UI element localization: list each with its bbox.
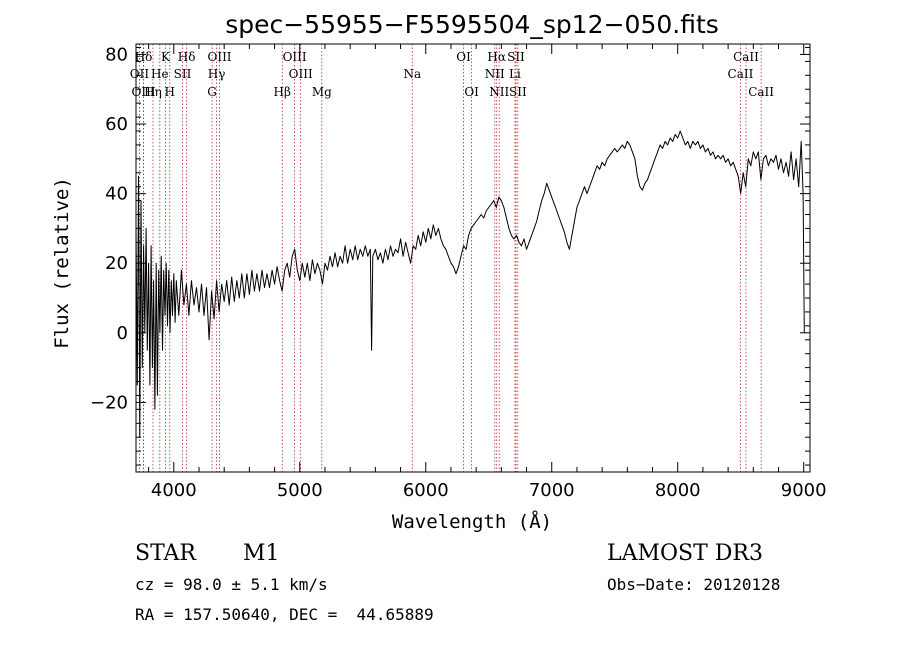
x-tick-label: 9000 (781, 480, 827, 501)
chart-title: spec−55955−F5595504_sp12−050.fits (225, 10, 719, 39)
spectral-line-label: Hη (144, 85, 162, 99)
flux-line (135, 130, 805, 438)
plot-frame (135, 43, 811, 473)
spectral-line-label: Hδ (178, 50, 196, 64)
spectral-line-label: Hβ (274, 85, 291, 99)
spectral-line-label: Na (403, 67, 421, 81)
spectral-line-label: NII (485, 67, 505, 81)
x-tick-label: 7000 (529, 480, 575, 501)
object-subclass: M1 (243, 541, 280, 566)
observation-date: Obs−Date: 20120128 (607, 575, 781, 594)
spectral-line-label: SII (509, 85, 527, 99)
spectral-line-label: CaII (733, 50, 759, 64)
spectral-line-label: SII (507, 50, 525, 64)
spectral-line-label: CaII (748, 85, 774, 99)
x-tick-label: 6000 (403, 480, 449, 501)
x-tick-label: 5000 (277, 480, 323, 501)
y-axis-label: Flux (relative) (51, 177, 73, 349)
redshift-value: cz = 98.0 ± 5.1 km/s (135, 575, 328, 594)
spectral-line-label: NII (489, 85, 509, 99)
spectral-line-label: G (207, 85, 217, 99)
y-tick-label: 80 (105, 44, 128, 65)
spectral-line-label: SII (174, 67, 192, 81)
spectral-line-label: Hδ (135, 50, 153, 64)
y-tick-label: 60 (105, 114, 128, 135)
survey-name: LAMOST DR3 (607, 541, 763, 566)
y-tick-label: 0 (117, 323, 128, 344)
coordinates: RA = 157.50640, DEC = 44.65889 (135, 605, 434, 624)
y-tick-label: −20 (90, 392, 128, 413)
spectral-line-label: OIII (283, 50, 307, 64)
x-tick-label: 8000 (655, 480, 701, 501)
spectral-line-label: OI (464, 85, 479, 99)
y-axis: −20 0 20 40 60 80 (90, 44, 810, 466)
spectral-line-label: CaII (728, 67, 754, 81)
x-axis-label: Wavelength (Å) (392, 510, 552, 533)
spectral-line-label: OIII (207, 50, 231, 64)
spectral-line-label: OIII (289, 67, 313, 81)
spectral-line-label: Li (509, 67, 521, 81)
y-tick-label: 20 (105, 253, 128, 274)
x-axis: 4000 5000 6000 7000 8000 9000 (148, 44, 827, 501)
x-tick-label: 4000 (151, 480, 197, 501)
spectral-line-markers (139, 44, 762, 472)
y-tick-label: 40 (105, 184, 128, 205)
spectral-line-label: Hα (487, 50, 506, 64)
object-class: STAR (135, 541, 196, 566)
spectral-line-label: K (161, 50, 171, 64)
spectral-line-label: OIII (132, 85, 156, 99)
spectral-line-label: He (151, 67, 169, 81)
spectral-line-label: Mg (312, 85, 332, 99)
spectral-line-label: OI (456, 50, 471, 64)
spectral-line-label: Hγ (208, 67, 226, 81)
spectral-line-label: OII (130, 67, 150, 81)
flux-series (135, 130, 805, 438)
spectral-line-label: H (165, 85, 175, 99)
